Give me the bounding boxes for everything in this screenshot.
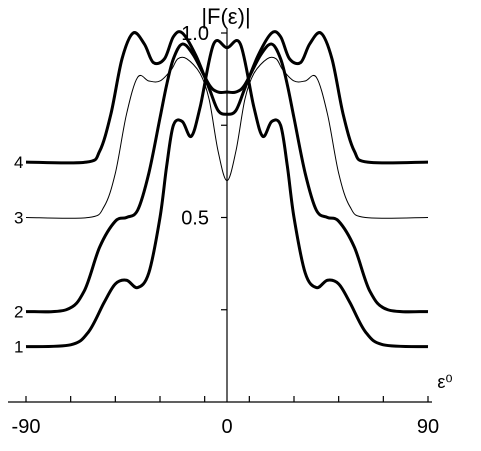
series-line-2	[25, 42, 429, 314]
series-label-3: 3	[14, 209, 23, 228]
x-axis-title: ε⁰	[437, 372, 452, 392]
series-line-4	[25, 30, 429, 165]
series-lines	[25, 30, 429, 349]
axes: -90 0 90 1.00.5	[8, 23, 439, 438]
y-axis-title: |F(ε)|	[201, 4, 250, 29]
y-tick-label-1: 0.5	[181, 208, 209, 230]
x-tick-label-1: 0	[221, 416, 232, 438]
series-label-2: 2	[14, 303, 23, 322]
x-tick-label-0: -90	[12, 416, 41, 438]
series-label-4: 4	[14, 153, 23, 172]
y-ticks	[221, 32, 227, 311]
x-ticks	[25, 396, 429, 402]
series-line-1	[25, 38, 429, 349]
series-line-3	[25, 56, 429, 219]
series-label-1: 1	[14, 338, 23, 357]
x-tick-label-2: 90	[417, 416, 439, 438]
series-labels: 1 2 3 4	[14, 153, 23, 357]
y-tick-labels: 1.00.5	[181, 23, 209, 230]
x-tick-labels: -90 0 90	[12, 416, 440, 438]
